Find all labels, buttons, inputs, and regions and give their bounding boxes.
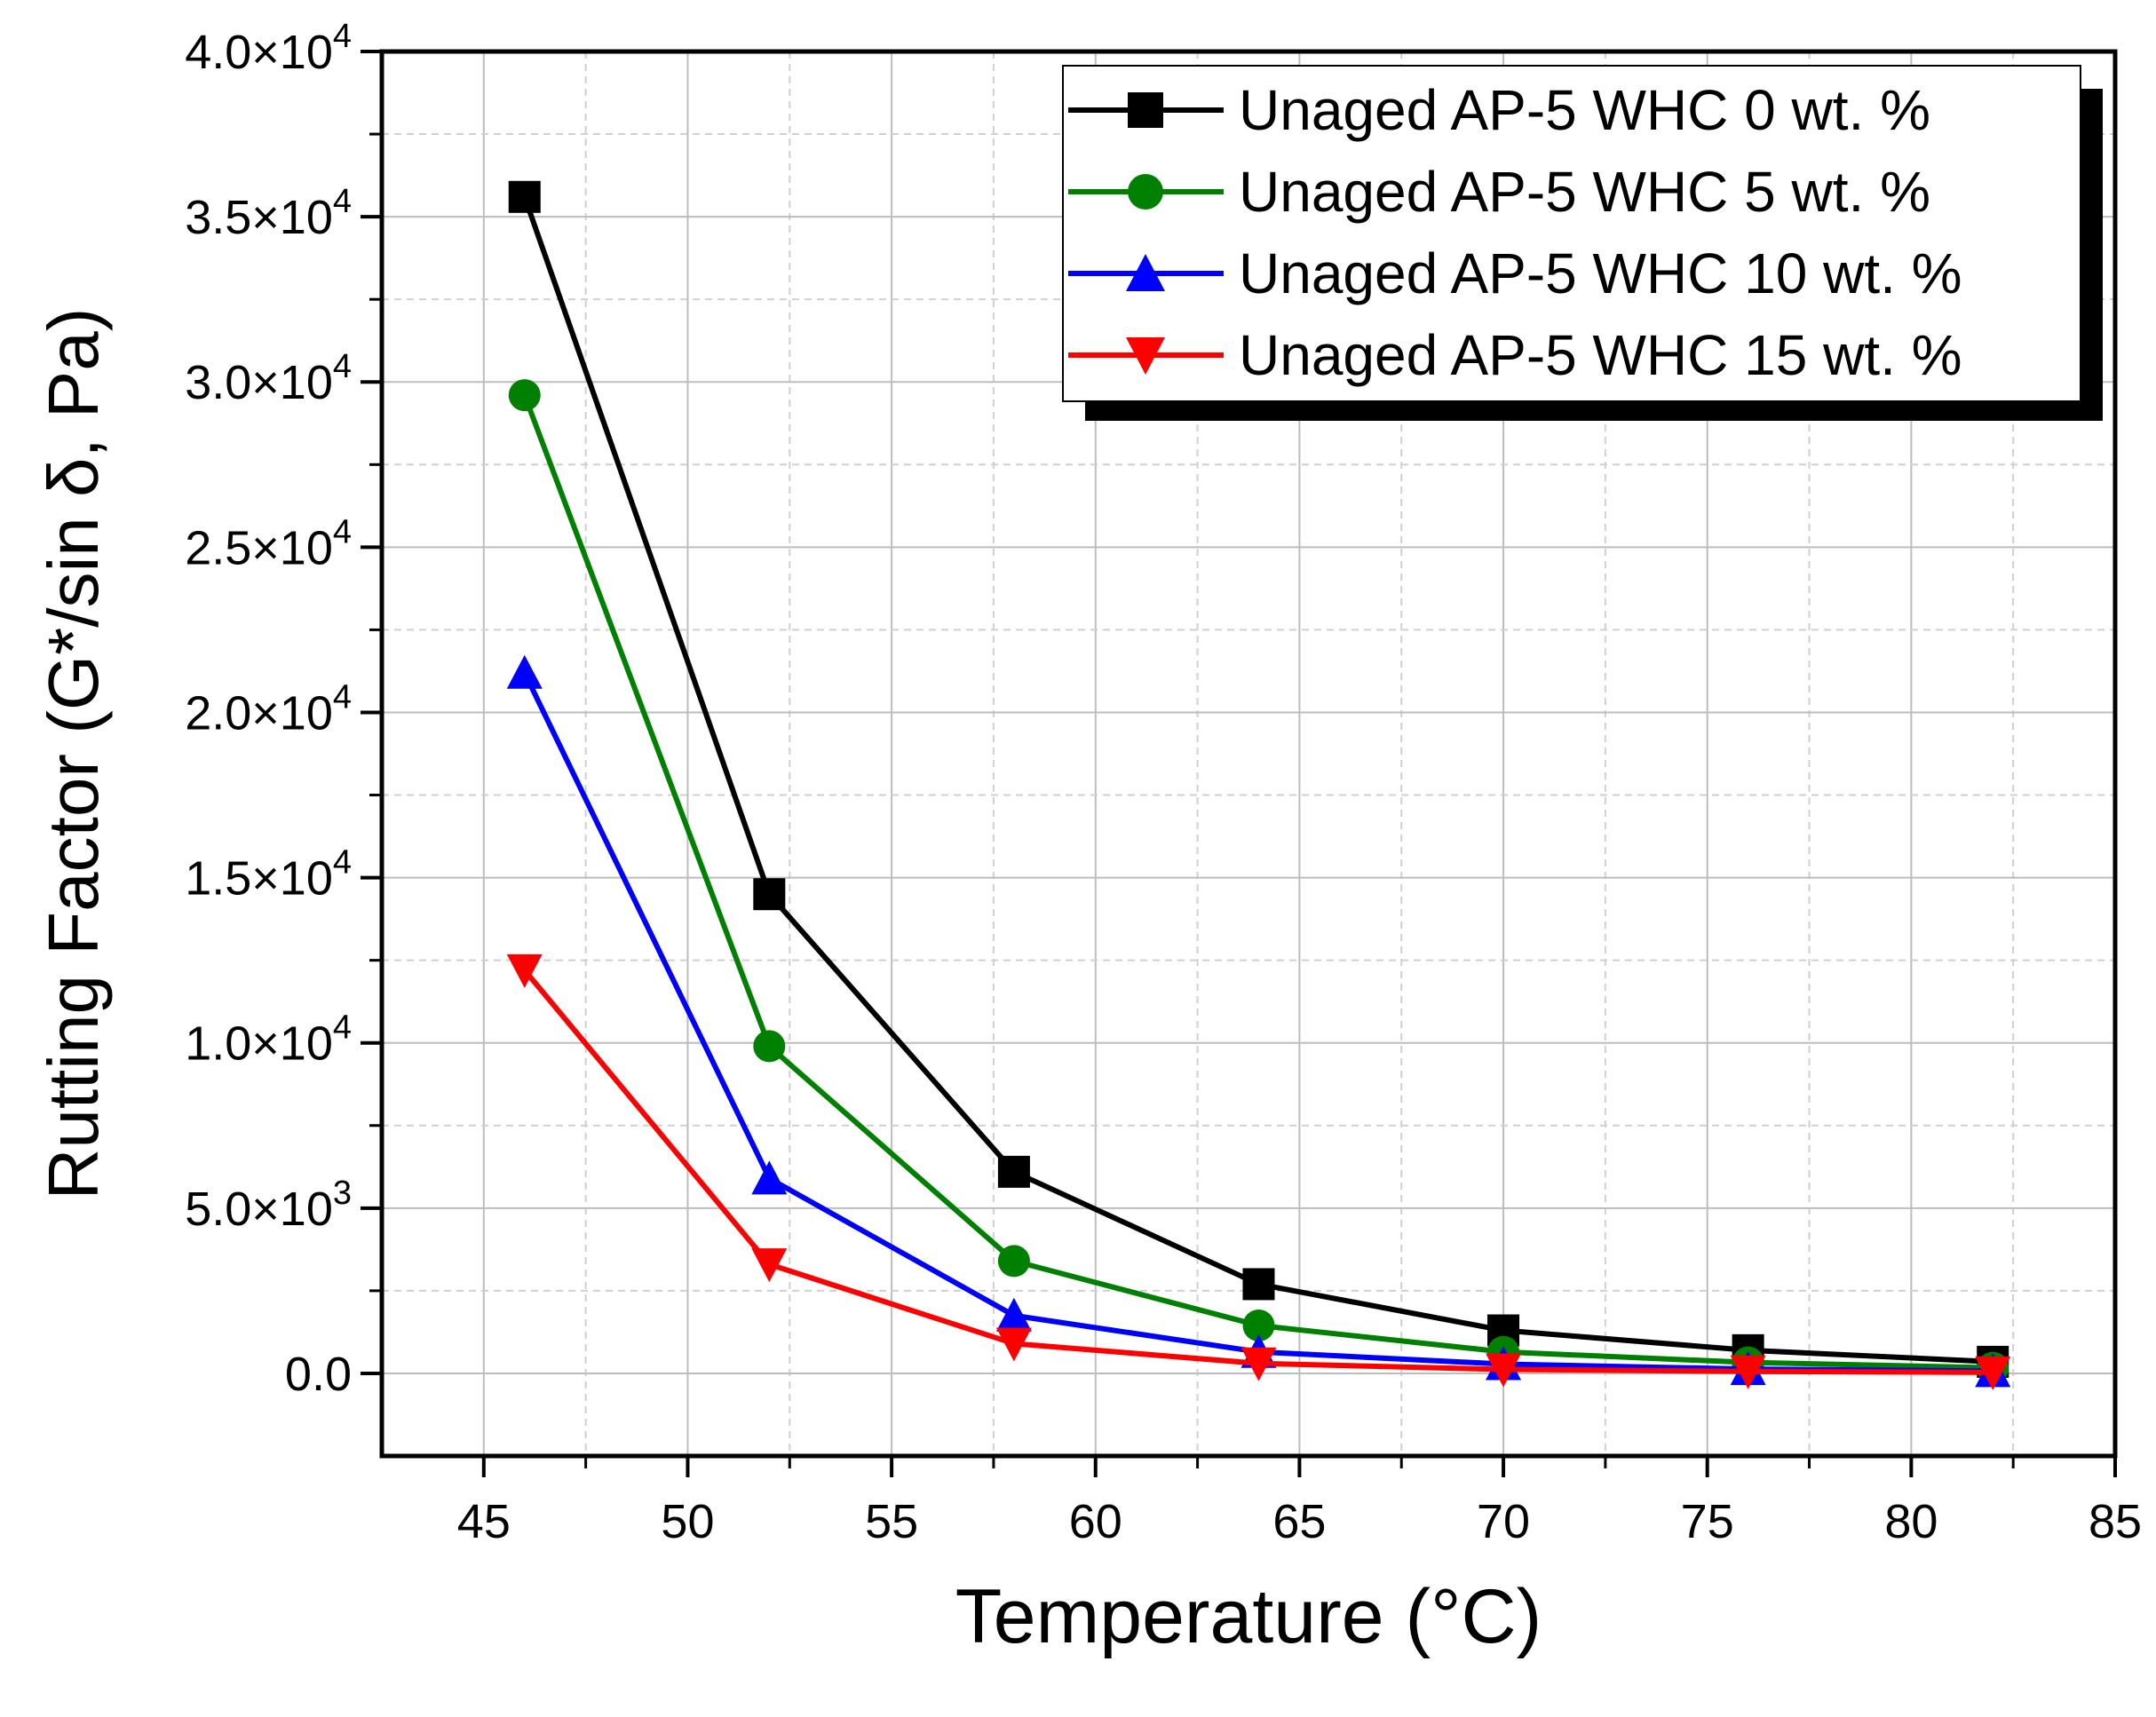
data-point xyxy=(997,1155,1030,1188)
y-tick-label: 0.0 xyxy=(285,1348,352,1401)
data-point xyxy=(751,1160,788,1195)
legend-marker xyxy=(1126,254,1165,291)
x-tick-label: 50 xyxy=(661,1495,714,1548)
legend-label: Unaged AP-5 WHC 5 wt. % xyxy=(1239,160,1930,224)
y-axis-title: Rutting Factor (G*/sin δ, Pa) xyxy=(34,308,113,1200)
data-point xyxy=(995,1297,1032,1332)
data-point xyxy=(753,1030,786,1063)
x-tick-label: 85 xyxy=(2089,1495,2142,1548)
data-point xyxy=(751,1248,788,1283)
series-line xyxy=(521,394,1994,1371)
x-axis-title: Temperature (°C) xyxy=(955,1574,1542,1659)
data-point xyxy=(1486,1353,1522,1388)
y-tick-label: 4.0×104 xyxy=(185,18,352,79)
y-tick-label: 2.0×104 xyxy=(185,678,352,740)
data-point xyxy=(508,379,541,412)
series-1 xyxy=(508,379,2009,1384)
data-point xyxy=(997,1245,1030,1278)
x-tick-label: 45 xyxy=(457,1495,511,1548)
axes: 45 50 55 60 65 70 75 80 85 0.0 5.0×103 1.0×104 1.5×1… xyxy=(185,18,2142,1548)
legend-label: Unaged AP-5 WHC 15 wt. % xyxy=(1239,323,1962,387)
legend-label: Unaged AP-5 WHC 10 wt. % xyxy=(1239,241,1962,305)
data-point xyxy=(1975,1356,2011,1390)
x-tick-label: 80 xyxy=(1884,1495,1938,1548)
series-layer xyxy=(506,180,2011,1390)
x-tick-label: 65 xyxy=(1272,1495,1326,1548)
y-tick-label: 1.0×104 xyxy=(185,1009,352,1071)
legend-marker xyxy=(1128,174,1163,210)
data-point xyxy=(753,878,786,911)
plot-frame xyxy=(379,49,2118,1459)
y-tick-label: 2.5×104 xyxy=(185,513,352,574)
data-point xyxy=(1240,1347,1277,1381)
data-point xyxy=(1242,1268,1275,1301)
data-point xyxy=(995,1327,1032,1362)
data-point xyxy=(1730,1355,1766,1389)
series-line xyxy=(522,671,1994,1374)
y-tick-label: 1.5×104 xyxy=(185,844,352,906)
data-point xyxy=(506,654,543,689)
y-tick-label: 3.5×104 xyxy=(185,183,352,244)
legend-label: Unaged AP-5 WHC 0 wt. % xyxy=(1239,78,1930,142)
legend-marker xyxy=(1128,92,1163,128)
y-tick-label: 5.0×103 xyxy=(185,1175,352,1236)
legend-box xyxy=(1062,65,2081,402)
x-tick-label: 75 xyxy=(1681,1495,1734,1548)
data-point xyxy=(1242,1309,1275,1341)
legend: Unaged AP-5 WHC 0 wt. % Unaged AP-5 WHC 5… xyxy=(1062,65,2103,421)
x-tick-label: 70 xyxy=(1477,1495,1530,1548)
y-tick-label: 3.0×104 xyxy=(185,348,352,409)
legend-marker xyxy=(1126,337,1165,375)
series-3 xyxy=(506,953,2011,1390)
data-point xyxy=(508,180,541,213)
x-tick-label: 55 xyxy=(865,1495,918,1548)
data-point xyxy=(506,953,543,988)
x-tick-label: 60 xyxy=(1069,1495,1122,1548)
